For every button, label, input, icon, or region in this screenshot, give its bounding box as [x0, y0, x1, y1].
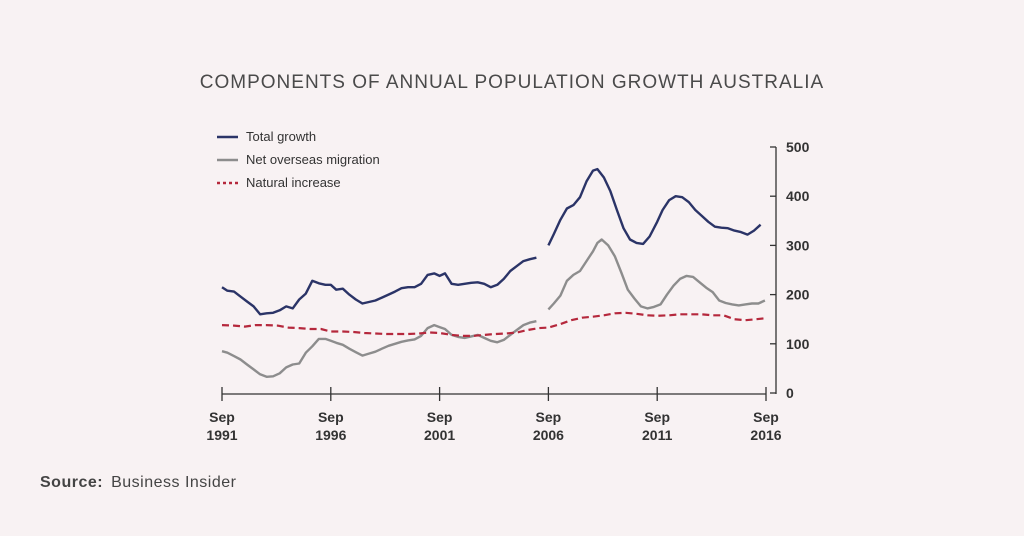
series-line-total-growth-1 [221, 256, 537, 316]
series-layer [221, 167, 767, 378]
legend-label-net-overseas-migration: Net overseas migration [246, 152, 380, 167]
series-line-net-overseas-migration-1 [221, 320, 537, 378]
x-tick-label-2001-year: 2001 [424, 427, 455, 443]
x-tick-label-2006-month: Sep [536, 409, 562, 425]
y-tick-label-200: 200 [786, 287, 810, 303]
y-tick-label-300: 300 [786, 237, 810, 253]
x-tick-label-2006-year: 2006 [533, 427, 564, 443]
source-text: Business Insider [111, 474, 237, 491]
y-tick-label-400: 400 [786, 188, 810, 204]
series-line-natural-increase-1 [221, 311, 767, 337]
legend-label-natural-increase: Natural increase [246, 175, 341, 190]
legend-label-total-growth: Total growth [246, 129, 316, 144]
x-axis: Sep 1991 Sep 1996 Sep 2001 Sep 2006 Sep 2011 Sep 20… [206, 387, 782, 443]
series-line-total-growth-2 [547, 167, 762, 246]
x-tick-label-2011-month: Sep [644, 409, 670, 425]
x-tick-label-2001-month: Sep [427, 409, 453, 425]
y-tick-label-100: 100 [786, 336, 810, 352]
y-tick-label-0: 0 [786, 385, 794, 401]
x-tick-label-2016-year: 2016 [750, 427, 781, 443]
chart-title: COMPONENTS OF ANNUAL POPULATION GROWTH A… [199, 72, 825, 93]
x-tick-label-1991-month: Sep [209, 409, 235, 425]
y-axis: 0 100 200 300 400 500 [770, 139, 810, 401]
legend: Total growth Net overseas migration Natura… [217, 129, 380, 190]
x-tick-label-2011-year: 2011 [642, 427, 673, 443]
source-label: Source: [40, 474, 104, 491]
x-tick-label-2016-month: Sep [753, 409, 779, 425]
x-tick-label-1996-month: Sep [318, 409, 344, 425]
source-note: Source: Business Insider [40, 474, 236, 492]
x-tick-label-1996-year: 1996 [315, 427, 346, 443]
x-tick-label-1991-year: 1991 [206, 427, 237, 443]
y-tick-label-500: 500 [786, 139, 810, 155]
series-line-net-overseas-migration-2 [547, 238, 766, 311]
